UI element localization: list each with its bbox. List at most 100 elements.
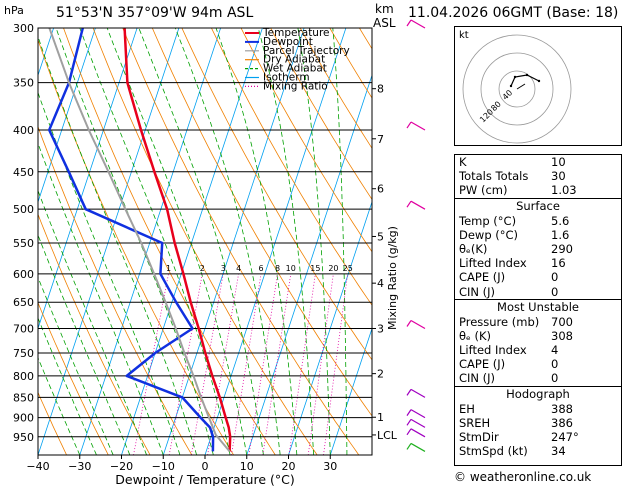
pressure-tick-label: 800 (13, 370, 34, 383)
isotherm-line (0, 28, 12, 455)
x-axis-label: Dewpoint / Temperature (°C) (115, 472, 294, 486)
index-row: Dewp (°C) 1.6 (455, 228, 621, 242)
x-tick-label: 10 (240, 460, 254, 473)
km-tick-label: 7 (377, 133, 384, 146)
km-tick-label: LCL (377, 429, 398, 442)
datetime-title: 11.04.2026 06GMT (Base: 18) (408, 5, 619, 21)
credit: © weatheronline.co.uk (454, 470, 592, 484)
index-value: 0 (551, 270, 559, 285)
index-label: EH (459, 401, 475, 416)
hodograph-unit: kt (459, 30, 469, 41)
dry-adiabat (299, 28, 372, 149)
mixing-ratio-label: 2 (200, 264, 205, 273)
legend-label: Wet Adiabat (263, 63, 327, 75)
pressure-axis: 300 350 400 450 500 550 600 650 700 750 800 850 900 9… (13, 22, 34, 444)
pressure-tick-label: 750 (13, 347, 34, 360)
indices-table: K 10 Totals Totals 30 PW (cm) 1.03 Surface Temp… (455, 155, 621, 458)
hodograph-point (537, 79, 541, 83)
pressure-tick-label: 900 (13, 412, 34, 425)
wind-barb (410, 418, 426, 428)
index-row: θₑ(K) 290 (455, 242, 621, 256)
pressure-tick-label: 950 (13, 431, 34, 444)
index-label: Pressure (mb) (459, 314, 540, 329)
index-row: CIN (J) 0 (455, 371, 621, 385)
legend-label: Dewpoint (263, 36, 313, 48)
indices-panel: K 10 Totals Totals 30 PW (cm) 1.03 Surface Temp… (454, 154, 622, 466)
wet-adiabat (106, 28, 248, 455)
pressure-tick-label: 450 (13, 166, 34, 179)
index-label: K (459, 155, 467, 169)
height-axis: 8 7 6 5 4 3 2 1 LCL Mixing Ratio (g/kg) (372, 83, 399, 442)
wind-barb-flag (406, 419, 412, 426)
series-temperature (123, 28, 232, 452)
index-value: 16 (551, 256, 566, 271)
hodograph-point (513, 75, 517, 79)
index-value: 0 (551, 284, 559, 299)
index-value: 4 (551, 343, 559, 358)
dry-adiabat (38, 301, 109, 455)
pressure-tick-label: 700 (13, 323, 34, 336)
mixing-ratio-line (168, 273, 203, 455)
index-label: CIN (J) (459, 284, 496, 299)
index-row: EH 388 (455, 402, 621, 416)
index-value: 700 (551, 314, 573, 329)
wet-adiabat (38, 356, 81, 455)
isotherm-line (288, 200, 372, 455)
pressure-tick-label: 600 (13, 268, 34, 281)
dry-adiabat (240, 28, 372, 253)
x-tick-label: −30 (68, 460, 91, 473)
index-row: Pressure (mb) 700 (455, 315, 621, 329)
index-row: Lifted Index 4 (455, 343, 621, 357)
wind-barb (410, 200, 426, 210)
mixing-ratio-label: 25 (343, 264, 353, 273)
index-value: 5.6 (551, 213, 570, 228)
index-label: Totals Totals (459, 169, 529, 184)
index-value: 1.03 (551, 183, 577, 198)
mixing-ratio-label: 15 (310, 264, 320, 273)
profile-series (47, 28, 232, 453)
index-row: PW (cm) 1.03 (455, 183, 621, 197)
index-row: Temp (°C) 5.6 (455, 214, 621, 228)
index-label: Lifted Index (459, 256, 527, 271)
hpa-unit: hPa (4, 4, 24, 17)
wind-barb (410, 428, 426, 438)
wind-barb-flag (406, 200, 412, 208)
section-title: Most Unstable (455, 298, 621, 315)
isotherm-line (38, 28, 180, 455)
dry-adiabat (38, 391, 67, 455)
index-value: 308 (551, 328, 573, 343)
location-title: 51°53'N 357°09'W 94m ASL (56, 5, 254, 21)
km-tick-label: 8 (377, 83, 384, 96)
wind-barb-flag (406, 121, 412, 129)
mixing-ratio-line (190, 273, 224, 455)
km-tick-label: 5 (377, 230, 384, 243)
km-tick-label: 2 (377, 368, 384, 381)
mixing-ratio-label: 1 (166, 264, 171, 273)
wind-barb (410, 121, 426, 131)
isotherm-line (38, 28, 96, 204)
wind-barb-flag (406, 320, 412, 327)
wind-barbs (406, 19, 426, 452)
mixing-ratio-label: 4 (236, 264, 241, 273)
section-title: Hodograph (455, 385, 621, 402)
temperature-axis: −40 −30 −20 −10 0 10 20 30 Dewpoint / Temperatur… (26, 455, 337, 486)
mixing-ratio-axis-title: Mixing Ratio (g/kg) (386, 226, 399, 330)
index-row: Lifted Index 16 (455, 256, 621, 270)
mixing-ratio-line (288, 273, 316, 455)
index-value: 290 (551, 241, 573, 256)
mixing-ratio-label: 6 (259, 264, 264, 273)
index-value: 247° (551, 430, 579, 444)
wet-adiabat (38, 91, 181, 455)
hodograph-ring (498, 70, 536, 108)
index-value: 34 (551, 444, 566, 459)
index-label: StmDir (459, 430, 499, 444)
hodograph-point (525, 73, 529, 77)
index-value: 0 (551, 371, 559, 386)
km-tick-label: 1 (377, 411, 384, 424)
mixing-ratio-line (231, 273, 262, 455)
mixing-ratio-label: 3 (221, 264, 226, 273)
wind-barb-flag (406, 389, 412, 396)
hodograph-point (509, 84, 513, 88)
km-tick-label: 3 (377, 323, 384, 336)
